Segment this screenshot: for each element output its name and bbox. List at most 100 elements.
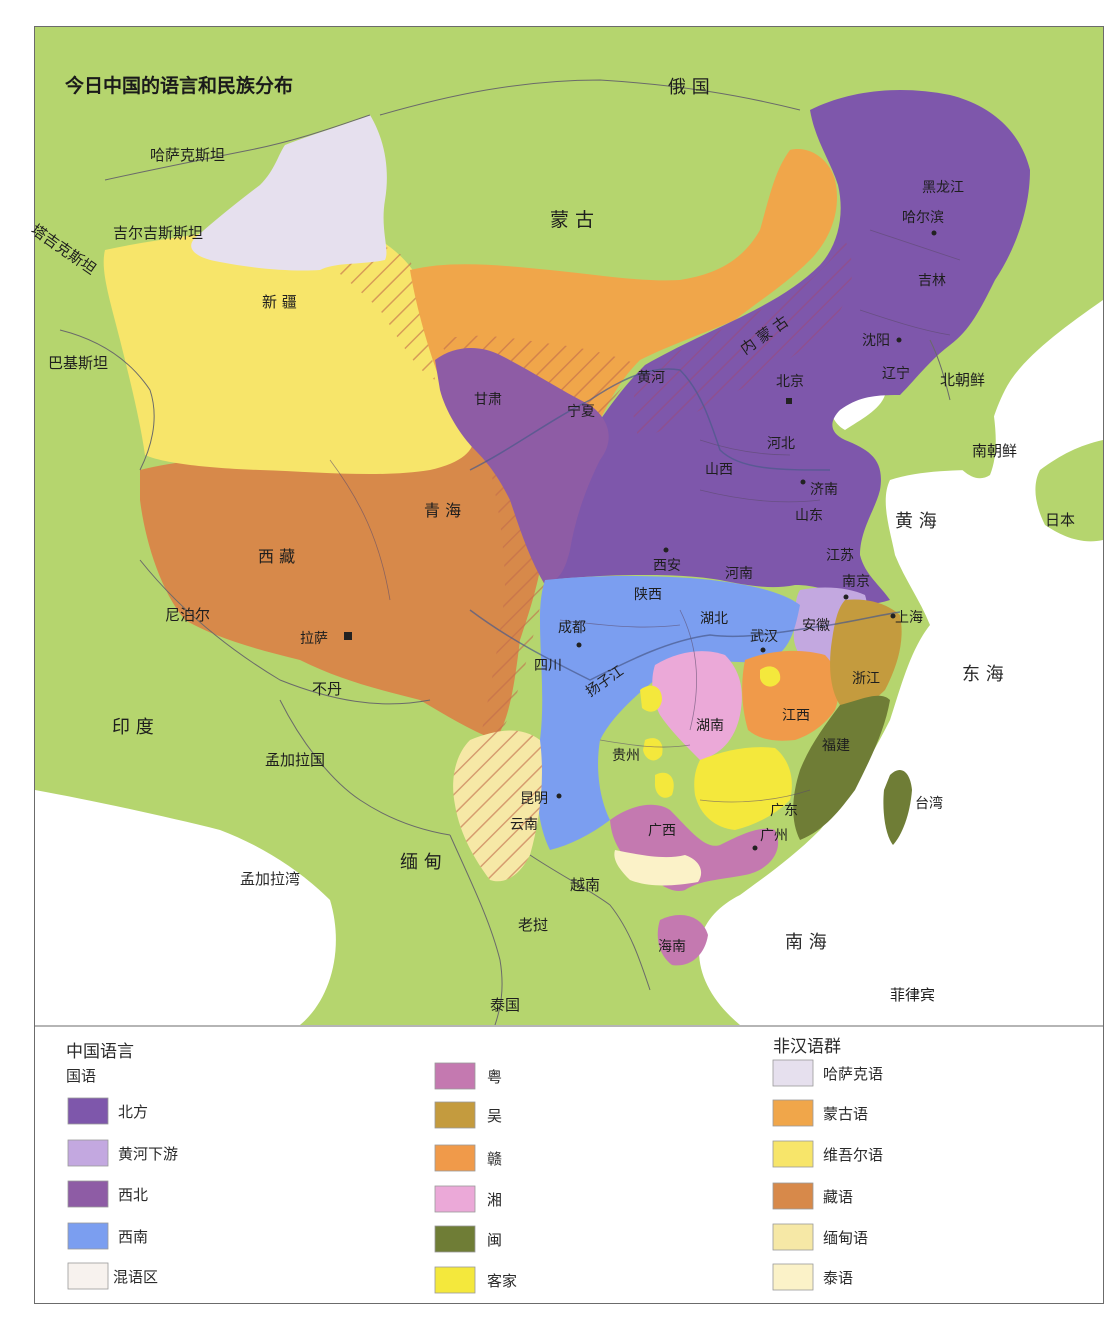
region-tibetan (140, 430, 545, 740)
swatch-min (434, 1225, 476, 1253)
legend-uyghur: 维吾尔语 (823, 1146, 883, 1164)
label-hebei: 河北 (767, 436, 795, 452)
yangtze-line (469, 609, 901, 681)
eastern-sea-water (699, 300, 1103, 1025)
label-yellow-river: 黄河 (637, 369, 665, 386)
dot-shenyang (896, 337, 902, 343)
label-shandong: 山东 (795, 508, 823, 524)
legend-southwestern: 西南 (118, 1228, 148, 1246)
label-jinan: 济南 (810, 482, 838, 498)
region-xiang (652, 651, 742, 760)
legend-wu: 吴 (487, 1107, 502, 1125)
label-bangladesh: 孟加拉国 (265, 751, 325, 769)
label-bhutan: 不丹 (312, 680, 342, 698)
label-harbin: 哈尔滨 (902, 210, 944, 226)
swatch-kazakh (772, 1059, 814, 1087)
legend-gan: 赣 (487, 1150, 502, 1168)
region-southwestern (537, 575, 800, 850)
dot-kunming (556, 793, 562, 799)
label-shanxi: 山西 (705, 462, 733, 478)
swatch-burmese (772, 1223, 814, 1251)
swatch-lower-yellow-river (67, 1139, 109, 1167)
label-liaoning: 辽宁 (882, 365, 910, 382)
swatch-thai (772, 1263, 814, 1291)
label-yunnan: 云南 (510, 817, 538, 833)
legend-hakka: 客家 (487, 1272, 517, 1290)
legend-kazakh: 哈萨克语 (823, 1065, 883, 1083)
label-north-korea: 北朝鲜 (940, 371, 985, 389)
swatch-xiang (434, 1185, 476, 1213)
legend-burmese: 缅甸语 (823, 1229, 868, 1247)
swatch-southwestern (67, 1222, 109, 1250)
swatch-northern (67, 1097, 109, 1125)
label-lhasa: 拉萨 (300, 631, 328, 647)
region-hakka-spot-2 (643, 738, 663, 761)
region-yue-hainan (657, 915, 708, 966)
label-kazakhstan: 哈萨克斯坦 (150, 146, 225, 164)
province-borders (329, 229, 961, 803)
region-min (793, 695, 890, 840)
label-south-korea: 南朝鲜 (972, 442, 1017, 460)
region-kazakh (191, 115, 387, 271)
swatch-mixed (67, 1262, 109, 1290)
label-kyrgyzstan: 吉尔吉斯斯坦 (113, 224, 203, 242)
label-east-sea: 东 海 (962, 664, 1004, 685)
legend: 中国语言 国语 非汉语群 北方 黄河下游 西北 西南 混语区 粤 吴 赣 湘 闽… (66, 1037, 883, 1294)
label-anhui: 安徽 (802, 618, 830, 634)
dot-jinan (800, 479, 806, 485)
japan-land (1035, 440, 1103, 542)
label-myanmar: 缅 甸 (400, 852, 442, 873)
label-nepal: 尼泊尔 (165, 606, 210, 624)
legend-northern: 北方 (118, 1103, 148, 1121)
rivers (469, 368, 901, 681)
region-hakka-spot-1 (640, 685, 662, 712)
region-northwestern (435, 348, 609, 585)
label-south-sea: 南 海 (785, 932, 827, 953)
label-guangxi: 广西 (648, 823, 676, 839)
dot-guangzhou (752, 845, 758, 851)
dot-shanghai (890, 613, 896, 619)
swatch-uyghur (772, 1140, 814, 1168)
label-yellow-sea: 黄 海 (895, 511, 937, 532)
legend-mongolian: 蒙古语 (823, 1105, 868, 1123)
label-thailand: 泰国 (490, 996, 520, 1014)
dot-wuhan (760, 647, 766, 653)
swatch-tibetan (772, 1182, 814, 1210)
label-gansu: 甘肃 (474, 392, 502, 408)
label-wuhan: 武汉 (750, 629, 778, 645)
label-guangdong: 广东 (770, 803, 798, 819)
label-qinghai: 青 海 (424, 501, 461, 520)
label-jilin: 吉林 (918, 273, 946, 289)
region-hakka (694, 747, 792, 830)
swatch-northwestern (67, 1180, 109, 1208)
label-zhejiang: 浙江 (852, 671, 880, 687)
region-uyghur-hatch (300, 233, 435, 380)
swatch-yue (434, 1062, 476, 1090)
label-xinjiang: 新 疆 (262, 293, 297, 311)
label-nanjing: 南京 (842, 574, 870, 590)
region-thai (614, 850, 702, 886)
label-mongolia: 蒙 古 (550, 209, 594, 231)
bay-of-bengal-water (35, 790, 336, 1025)
label-shanghai: 上海 (895, 610, 923, 626)
label-chengdu: 成都 (558, 620, 586, 636)
legend-tibetan: 藏语 (823, 1188, 853, 1206)
dot-lhasa (344, 632, 352, 640)
korea-land (930, 340, 996, 479)
dot-beijing (786, 398, 792, 404)
legend-xiang: 湘 (487, 1191, 502, 1209)
label-jiangxi: 江西 (782, 708, 810, 724)
label-shenyang: 沈阳 (862, 333, 890, 349)
region-mixed-hatch (453, 730, 542, 882)
label-india: 印 度 (112, 717, 154, 738)
label-bay-of-bengal: 孟加拉湾 (240, 870, 300, 888)
label-shaanxi: 陕西 (634, 587, 662, 603)
label-russia: 俄 国 (668, 77, 710, 98)
dot-xian (663, 547, 669, 553)
label-hubei: 湖北 (700, 611, 728, 627)
label-hunan: 湖南 (696, 718, 724, 734)
label-henan: 河南 (725, 566, 753, 582)
label-philippines: 菲律宾 (890, 986, 935, 1004)
dot-chengdu (576, 642, 582, 648)
label-heilongjiang: 黑龙江 (922, 180, 964, 196)
